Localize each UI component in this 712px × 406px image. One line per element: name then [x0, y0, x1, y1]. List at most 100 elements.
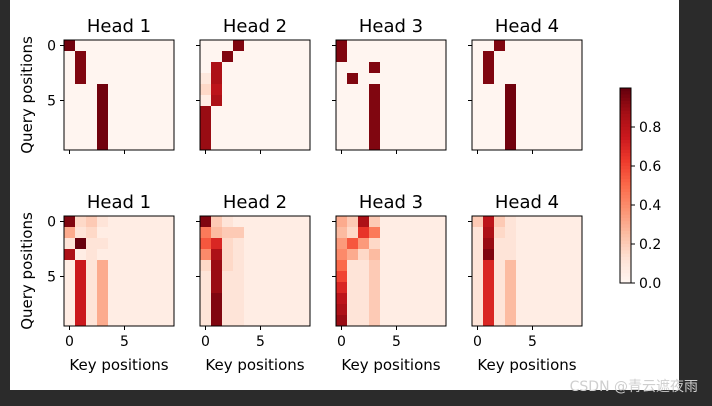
heatmap-cell: [119, 106, 131, 118]
x-tick-label: 5: [528, 334, 537, 350]
colorbar-band: [620, 127, 631, 131]
heatmap-cell: [549, 84, 561, 96]
heatmap-cell: [549, 227, 561, 239]
heatmap-cell: [288, 73, 300, 85]
heatmap-cell: [64, 282, 76, 294]
heatmap-cell: [222, 304, 234, 316]
panel-frame: [199, 39, 311, 151]
heatmap-cell: [75, 51, 87, 63]
heatmap-cell: [299, 227, 311, 239]
colorbar-band: [620, 120, 631, 125]
colorbar-band: [620, 88, 631, 92]
heatmap-cell: [130, 139, 142, 151]
heatmap-panel-8: Head 4 0 5 Key positions: [468, 192, 583, 374]
colorbar-band: [620, 198, 631, 203]
heatmap-cell: [277, 73, 289, 85]
heatmap-cell: [494, 117, 506, 129]
heatmap-cell: [483, 249, 495, 261]
heatmap-cell: [347, 62, 359, 74]
colorbar-band: [620, 91, 631, 96]
heatmap-cell: [380, 216, 392, 228]
heatmap-cell: [255, 304, 267, 316]
heatmap-cell: [413, 304, 425, 316]
heatmap-cell: [494, 227, 506, 239]
heatmap-cell: [358, 271, 370, 283]
heatmap-cell: [336, 249, 348, 261]
heatmap-cell: [505, 260, 517, 272]
heatmap-cell: [435, 227, 447, 239]
heatmap-cell: [108, 315, 120, 327]
heatmap-cell: [130, 73, 142, 85]
heatmap-cell: [64, 304, 76, 316]
heatmap-cell: [516, 62, 528, 74]
heatmap-cell: [549, 304, 561, 316]
colorbar-band: [620, 97, 631, 102]
heatmap-cell: [119, 260, 131, 272]
heatmap-cell: [211, 271, 223, 283]
heatmap-cell: [163, 62, 175, 74]
heatmap-cell: [560, 271, 572, 283]
heatmap-cell: [86, 271, 98, 283]
heatmap-cell: [527, 62, 539, 74]
heatmap-cell: [299, 139, 311, 151]
heatmap-cell: [505, 51, 517, 63]
heatmap-cell: [538, 139, 550, 151]
heatmap-cell: [64, 62, 76, 74]
colorbar-band: [620, 192, 631, 196]
heatmap-cell: [402, 117, 414, 129]
colorbar-tick-label: 0.0: [639, 276, 661, 292]
x-tick-label: 0: [337, 334, 346, 350]
heatmap-cell: [200, 238, 212, 250]
heatmap-cell: [494, 139, 506, 151]
heatmap-cell: [152, 62, 164, 74]
heatmap-cell: [336, 293, 348, 305]
heatmap-cell: [538, 40, 550, 52]
heatmap-cell: [413, 293, 425, 305]
heatmap-cell: [435, 51, 447, 63]
panel-frame: [199, 215, 311, 327]
colorbar: 0.0 0.2 0.4 0.6 0.8: [619, 87, 661, 292]
colorbar-band: [620, 234, 631, 239]
heatmap-cell: [211, 95, 223, 107]
heatmap-cell: [266, 106, 278, 118]
heatmap-cell: [538, 238, 550, 250]
heatmap-cell: [538, 315, 550, 327]
heatmap-cell: [380, 271, 392, 283]
heatmap-cell: [277, 106, 289, 118]
heatmap-cell: [380, 84, 392, 96]
heatmap-cell: [571, 271, 583, 283]
heatmap-cell: [413, 106, 425, 118]
colorbar-band: [620, 260, 631, 265]
heatmap-cell: [358, 216, 370, 228]
heatmap-cell: [97, 139, 109, 151]
heatmap-cell: [380, 227, 392, 239]
heatmap-panel-6: Head 2 0 5 Key positions: [196, 192, 311, 374]
heatmap-cell: [413, 260, 425, 272]
heatmap-cell: [130, 62, 142, 74]
y-tick-label: 5: [47, 94, 56, 110]
heatmap-cell: [119, 315, 131, 327]
heatmap-cell: [152, 315, 164, 327]
heatmap-cell: [424, 271, 436, 283]
heatmap-cell: [75, 260, 87, 272]
heatmap-cell: [233, 95, 245, 107]
heatmap-cell: [413, 128, 425, 140]
heatmap-cell: [200, 216, 212, 228]
heatmap-cell: [516, 293, 528, 305]
heatmap-cell: [64, 95, 76, 107]
heatmap-cell: [560, 227, 572, 239]
heatmap-cell: [483, 139, 495, 151]
heatmap-cell: [549, 73, 561, 85]
heatmap-cell: [152, 84, 164, 96]
heatmap-cell: [435, 73, 447, 85]
heatmap-cell: [64, 117, 76, 129]
heatmap-cell: [413, 84, 425, 96]
heatmap-cell: [571, 249, 583, 261]
heatmap-cell: [435, 249, 447, 261]
heatmap-cell: [347, 128, 359, 140]
heatmap-cell: [152, 117, 164, 129]
colorbar-band: [620, 110, 631, 115]
heatmap-cell: [141, 106, 153, 118]
heatmap-cell: [336, 95, 348, 107]
heatmap-cell: [472, 95, 484, 107]
